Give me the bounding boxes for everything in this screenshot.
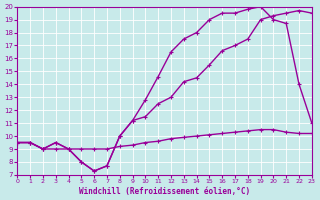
X-axis label: Windchill (Refroidissement éolien,°C): Windchill (Refroidissement éolien,°C)	[79, 187, 250, 196]
